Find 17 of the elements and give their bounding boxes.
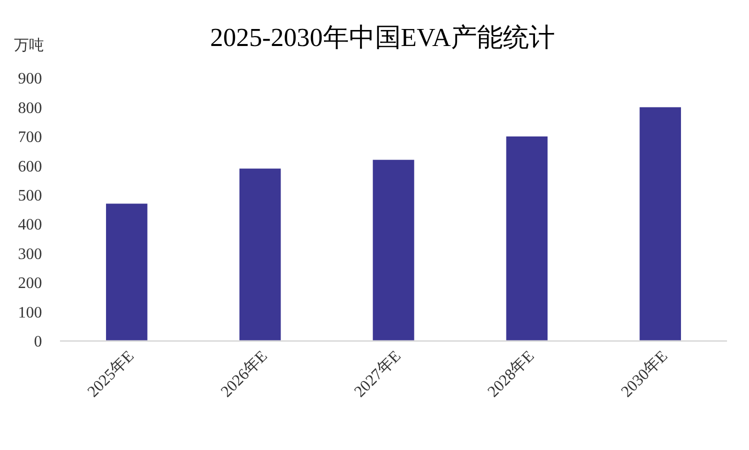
y-tick-label: 900 <box>18 70 42 88</box>
y-axis-title: 万吨 <box>14 37 44 54</box>
y-tick-label: 400 <box>18 216 42 234</box>
y-tick-label: 700 <box>18 129 42 146</box>
y-tick-label: 600 <box>18 158 42 176</box>
bar <box>640 107 681 341</box>
y-tick-label: 500 <box>18 187 42 204</box>
y-tick-label: 800 <box>18 100 42 117</box>
bar <box>506 136 548 341</box>
bar <box>372 160 414 341</box>
y-tick-label: 0 <box>34 334 42 351</box>
bar <box>106 204 148 341</box>
y-tick-label: 200 <box>18 275 42 292</box>
chart-title: 2025-2030年中国EVA产能统计 <box>210 23 555 52</box>
y-tick-label: 100 <box>18 304 42 322</box>
bar <box>239 168 281 341</box>
y-tick-label: 300 <box>18 246 42 263</box>
